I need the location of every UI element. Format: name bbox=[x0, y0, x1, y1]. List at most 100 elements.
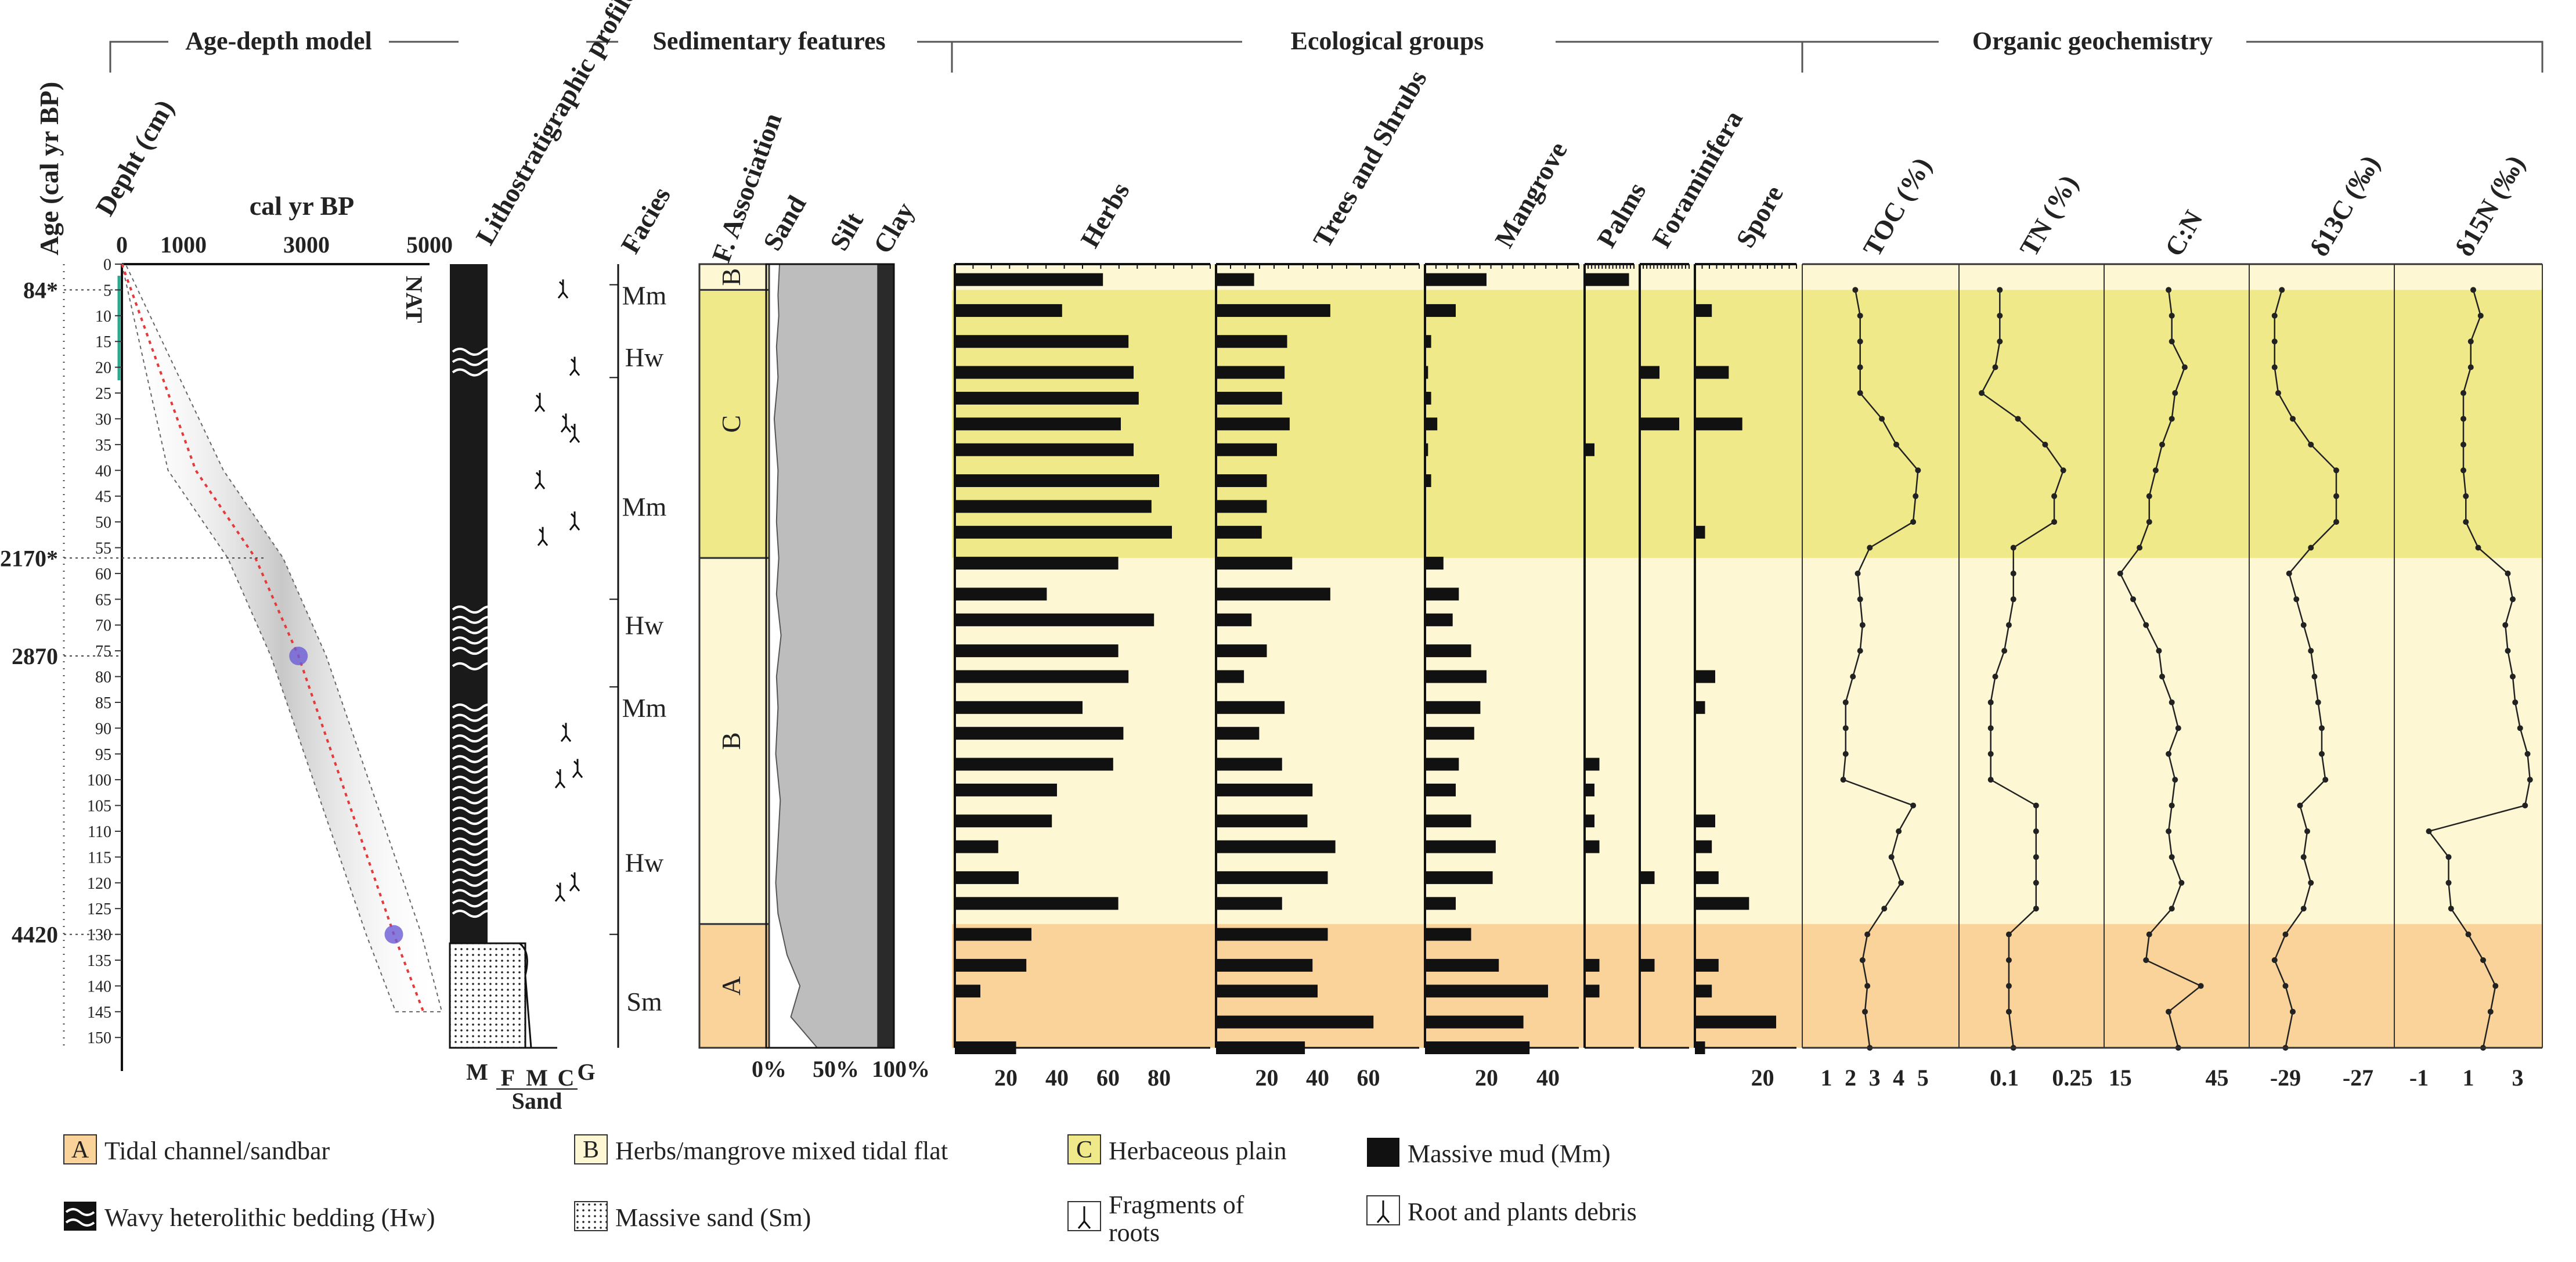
geo-point bbox=[2051, 519, 2058, 525]
age-tick-label: 4420 bbox=[12, 922, 58, 948]
depth-tick-label: 125 bbox=[87, 900, 111, 918]
eco-bar bbox=[1425, 670, 1487, 683]
eco-bar bbox=[955, 958, 1027, 972]
depth-ticks: 0 5 10 15 20 25 30 35 40 45 50 55 60 65 70 75 80 85 90 95 10… bbox=[87, 256, 122, 1047]
depth-tick-label: 95 bbox=[95, 746, 111, 764]
eco-bar bbox=[955, 897, 1119, 910]
sand-title: Sand bbox=[757, 190, 811, 255]
eco-bar bbox=[955, 500, 1152, 513]
grain-sand: Sand bbox=[512, 1088, 562, 1114]
eco-bar bbox=[1425, 758, 1459, 771]
geo-point bbox=[1857, 312, 1863, 319]
geo-point bbox=[2463, 519, 2469, 525]
eco-bar bbox=[955, 273, 1103, 286]
association-column: B C B A bbox=[698, 263, 770, 1049]
eco-bar bbox=[1216, 366, 1285, 379]
wavy-mark bbox=[452, 776, 497, 784]
geo-axis-tick: 0.25 bbox=[2052, 1065, 2092, 1091]
eco-bar bbox=[1425, 871, 1493, 884]
geo-point bbox=[1857, 338, 1863, 345]
geo-point bbox=[1987, 725, 1994, 731]
geo-point bbox=[2169, 338, 2175, 345]
litho-column: M F M C G Sand bbox=[449, 264, 596, 1114]
eco-bar bbox=[1585, 758, 1600, 771]
geo-point bbox=[2426, 828, 2432, 834]
geo-point bbox=[2300, 622, 2307, 628]
wavy-mark bbox=[452, 662, 497, 670]
geo-point bbox=[2137, 545, 2143, 551]
geo-point bbox=[2290, 416, 2296, 422]
geo-point bbox=[2033, 906, 2039, 912]
eco-panel-title: Herbs bbox=[1074, 177, 1135, 253]
eco-panel-title: Trees and Shrubs bbox=[1307, 65, 1433, 253]
geo-point bbox=[2333, 467, 2339, 474]
eco-panel-title: Mangrove bbox=[1489, 136, 1573, 253]
legend-wavy bbox=[65, 1208, 95, 1227]
eco-bar bbox=[955, 670, 1129, 683]
depth-tick-label: 60 bbox=[95, 565, 111, 583]
geo-point bbox=[2010, 570, 2016, 576]
eco-bar bbox=[1585, 985, 1600, 998]
geo-point bbox=[1852, 287, 1859, 293]
geo-point bbox=[2005, 622, 2012, 628]
eco-bar bbox=[1425, 644, 1471, 658]
eco-bar bbox=[1640, 958, 1655, 972]
geo-point bbox=[2166, 828, 2172, 834]
eco-bar bbox=[955, 644, 1119, 658]
geo-point bbox=[2169, 416, 2175, 422]
wavy-mark bbox=[452, 858, 497, 867]
legend-text: Wavy heterolithic bedding (Hw) bbox=[104, 1203, 435, 1232]
geo-point bbox=[2033, 828, 2039, 834]
grain-f: F bbox=[501, 1065, 515, 1091]
wavy-mark bbox=[452, 785, 497, 794]
geo-point bbox=[1997, 287, 2003, 293]
eco-bar bbox=[1585, 783, 1594, 796]
geo-point bbox=[2293, 596, 2300, 603]
wavy-mark bbox=[452, 368, 497, 377]
eco-bar bbox=[1640, 366, 1659, 379]
depth-tick-label: 5 bbox=[103, 282, 111, 300]
wavy-mark bbox=[452, 347, 497, 356]
eco-bar bbox=[1425, 958, 1499, 972]
geo-point bbox=[2271, 364, 2278, 370]
eco-bar bbox=[1695, 1041, 1705, 1054]
eco-bar bbox=[1425, 273, 1487, 286]
legend-text: Herbaceous plain bbox=[1109, 1137, 1287, 1165]
geo-point bbox=[1992, 673, 1998, 680]
legend-item: A Tidal channel/sandbar bbox=[63, 1134, 330, 1165]
geo-point bbox=[2198, 983, 2204, 989]
eco-bar bbox=[1216, 928, 1328, 941]
geo-point bbox=[2308, 545, 2314, 551]
eco-bar bbox=[1216, 897, 1282, 910]
eco-bar bbox=[1425, 840, 1496, 853]
legend-item: B Herbs/mangrove mixed tidal flat bbox=[574, 1134, 948, 1165]
geo-panel-title: TOC (%) bbox=[1857, 153, 1937, 261]
geo-point bbox=[2169, 699, 2175, 705]
root-symbol bbox=[560, 723, 572, 742]
geo-panel-title: C:N bbox=[2159, 205, 2208, 261]
geo-point bbox=[2492, 983, 2499, 989]
grain-m: M bbox=[466, 1059, 488, 1085]
eco-axis-tick: 60 bbox=[1357, 1065, 1380, 1091]
eco-bar bbox=[955, 474, 1159, 488]
wavy-mark bbox=[452, 615, 497, 624]
grain-axis-0: 0% bbox=[752, 1056, 786, 1082]
geo-point bbox=[2524, 751, 2531, 757]
wavy-mark bbox=[452, 358, 497, 366]
dated-point bbox=[289, 647, 308, 665]
geo-point bbox=[1910, 802, 1917, 809]
age-depth-model: cal yr BP 0 1000 3000 5000 NAT 84*2170*2870… bbox=[0, 191, 453, 1071]
eco-bar bbox=[955, 701, 1083, 714]
eco-bar bbox=[1216, 758, 1282, 771]
geo-point bbox=[1864, 931, 1871, 938]
geo-point bbox=[1857, 596, 1863, 603]
eco-bar bbox=[1216, 500, 1267, 513]
geo-point bbox=[1881, 906, 1888, 912]
silt-area bbox=[773, 264, 878, 1048]
eco-bar bbox=[1216, 644, 1267, 658]
eco-bar bbox=[1216, 613, 1252, 626]
geo-point bbox=[2470, 287, 2476, 293]
nat-label: NAT bbox=[401, 276, 427, 323]
eco-bar bbox=[1425, 557, 1444, 570]
eco-bar bbox=[955, 758, 1113, 771]
